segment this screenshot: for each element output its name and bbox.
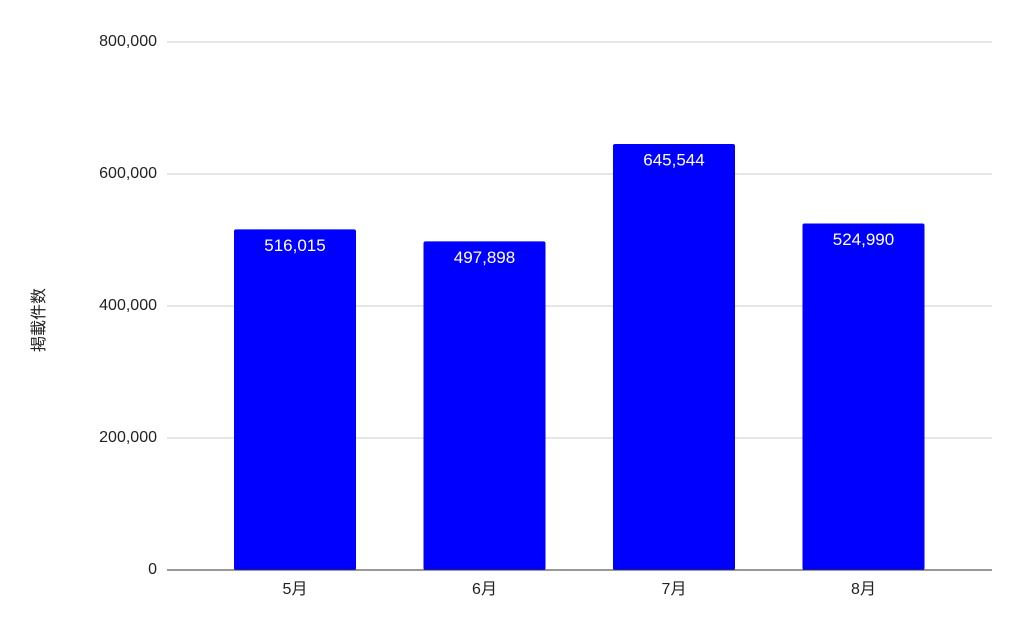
y-tick-label: 400,000 [99,297,157,314]
value-label: 524,990 [833,230,894,249]
x-tick-label: 5月 [283,581,308,598]
y-tick-label: 600,000 [99,165,157,182]
bar [613,143,735,570]
value-label: 645,544 [643,150,704,169]
y-tick-label: 800,000 [99,33,157,50]
y-tick-label: 200,000 [99,429,157,446]
y-axis-title: 掲載件数 [30,288,48,352]
bar [423,241,546,570]
value-label: 497,898 [454,248,515,267]
bar [802,223,925,571]
bar [234,229,356,570]
x-tick-label: 6月 [472,581,497,598]
y-tick-label: 0 [148,561,157,578]
x-tick-label: 7月 [662,581,687,598]
value-label: 516,015 [264,236,325,255]
x-tick-label: 8月 [851,581,876,598]
